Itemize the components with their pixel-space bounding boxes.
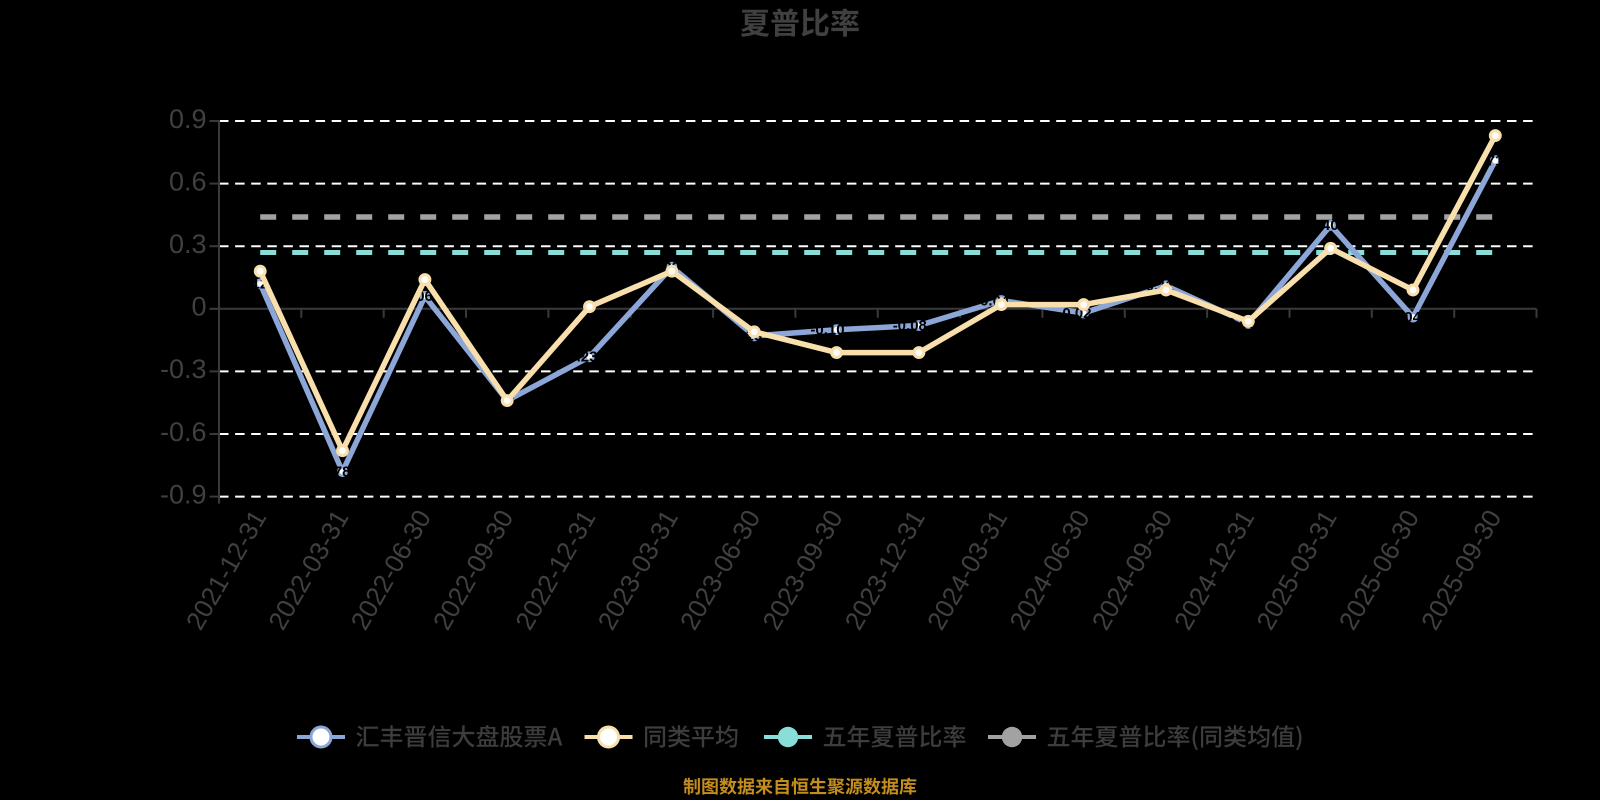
svg-text:0.9: 0.9 (169, 104, 207, 134)
svg-text:-0.3: -0.3 (160, 354, 207, 384)
svg-text:-0.08: -0.08 (893, 317, 927, 334)
svg-text:-0.04: -0.04 (1387, 309, 1422, 326)
svg-text:-0.78: -0.78 (316, 463, 350, 480)
svg-text:0.3: 0.3 (169, 229, 207, 259)
svg-text:0: 0 (191, 292, 206, 322)
svg-text:-0.23: -0.23 (563, 349, 597, 366)
svg-text:-0.9: -0.9 (160, 479, 207, 509)
svg-text:0.12: 0.12 (239, 276, 268, 293)
svg-text:-0.10: -0.10 (810, 322, 844, 339)
svg-text:0.6: 0.6 (169, 166, 207, 196)
svg-text:0.40: 0.40 (1309, 217, 1338, 234)
svg-text:-0.6: -0.6 (160, 417, 207, 447)
